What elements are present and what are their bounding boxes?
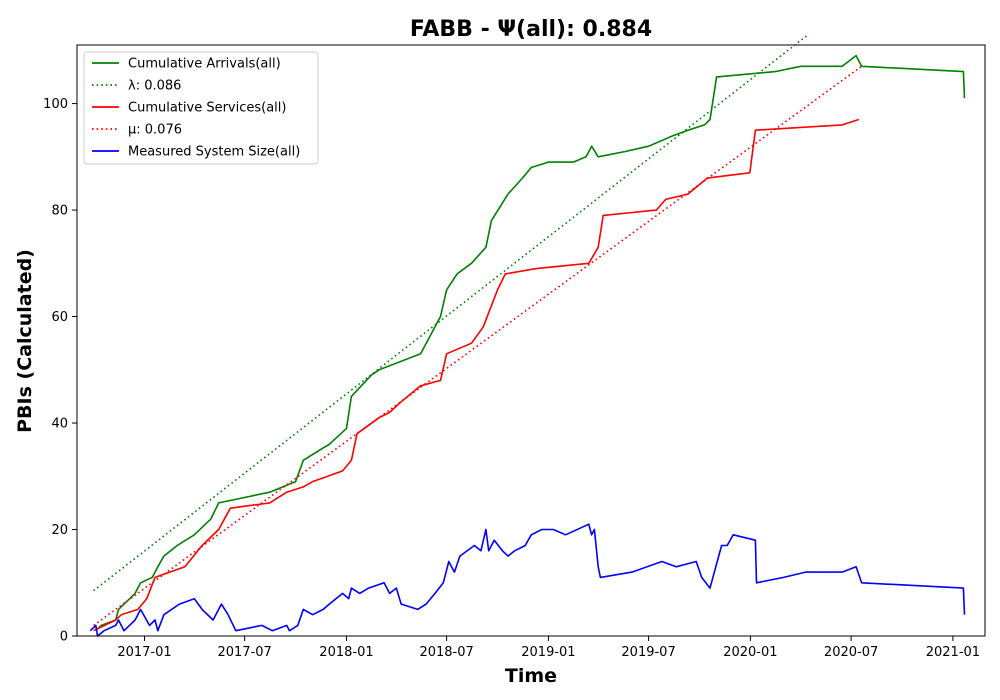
series-line-1	[93, 33, 809, 592]
legend-frame	[83, 51, 319, 165]
x-tick-label-4: 2019-01	[521, 645, 575, 660]
x-tick-label-2: 2018-01	[319, 645, 373, 660]
legend-label-0: Cumulative Arrivals(all)	[128, 57, 281, 72]
series-line-0	[95, 54, 966, 632]
legend-label-2: Cumulative Services(all)	[128, 101, 286, 116]
x-tick-label-1: 2017-07	[217, 645, 271, 660]
y-tick-label-3: 60	[51, 310, 68, 325]
series-line-2	[93, 118, 860, 632]
x-tick-label-8: 2021-01	[926, 645, 980, 660]
series-line-4	[89, 523, 966, 637]
x-tick-label-6: 2020-01	[723, 645, 777, 660]
x-tick-label-0: 2017-01	[117, 645, 171, 660]
y-tick-label-5: 100	[43, 97, 68, 112]
legend-label-3: μ: 0.076	[128, 123, 182, 138]
x-tick-label-7: 2020-07	[824, 645, 878, 660]
plot-area: 2017-01 2017-07 2018-01 2018-07 2019-01 2019-…	[43, 33, 986, 660]
y-tick-label-4: 80	[51, 204, 68, 219]
y-tick-label-1: 20	[51, 523, 68, 538]
y-tick-label-0: 0	[60, 630, 68, 645]
chart-title: FABB - Ψ(all): 0.884	[410, 17, 652, 42]
axes-frame	[76, 44, 986, 637]
y-axis-label: PBIs (Calculated)	[14, 249, 36, 433]
x-axis-label: Time	[505, 665, 557, 687]
legend-label-4: Measured System Size(all)	[128, 145, 300, 160]
x-tick-label-3: 2018-07	[419, 645, 473, 660]
series-line-3	[93, 65, 863, 627]
x-tick-label-5: 2019-07	[621, 645, 675, 660]
legend: Cumulative Arrivals(all) λ: 0.086 Cumulati…	[83, 51, 319, 165]
y-tick-label-2: 40	[51, 417, 68, 432]
legend-label-1: λ: 0.086	[128, 79, 181, 94]
